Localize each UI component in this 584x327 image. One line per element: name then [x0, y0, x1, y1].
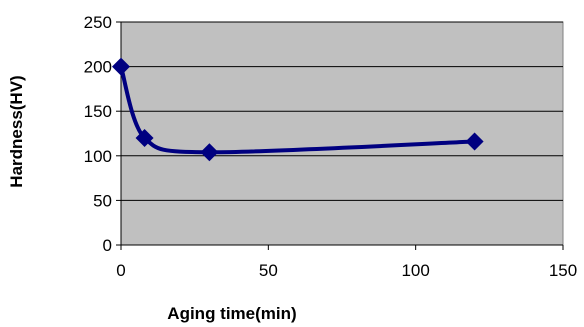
y-tick-label-50: 50 [93, 191, 112, 210]
series-markers [112, 57, 484, 162]
y-tick-label-250: 250 [84, 13, 112, 32]
y-tick-label-100: 100 [84, 147, 112, 166]
gridlines [121, 21, 563, 201]
data-point-2 [200, 143, 219, 162]
y-tick-label-150: 150 [84, 102, 112, 121]
x-tick-label-0: 0 [116, 261, 125, 280]
x-axis-title: Aging time(min) [167, 304, 296, 323]
tick-labels: 0 50 100 150 200 250 0 50 100 150 [84, 13, 578, 280]
data-point-1 [135, 128, 154, 147]
y-tick-label-0: 0 [103, 236, 112, 255]
x-tick-label-100: 100 [401, 261, 429, 280]
x-tick-label-150: 150 [549, 261, 577, 280]
y-tick-label-200: 200 [84, 58, 112, 77]
data-point-0 [112, 57, 130, 76]
y-axis-title: Hardness(HV) [7, 75, 26, 187]
plot-area [120, 21, 564, 246]
x-tick-label-50: 50 [259, 261, 278, 280]
data-point-3 [465, 132, 484, 151]
